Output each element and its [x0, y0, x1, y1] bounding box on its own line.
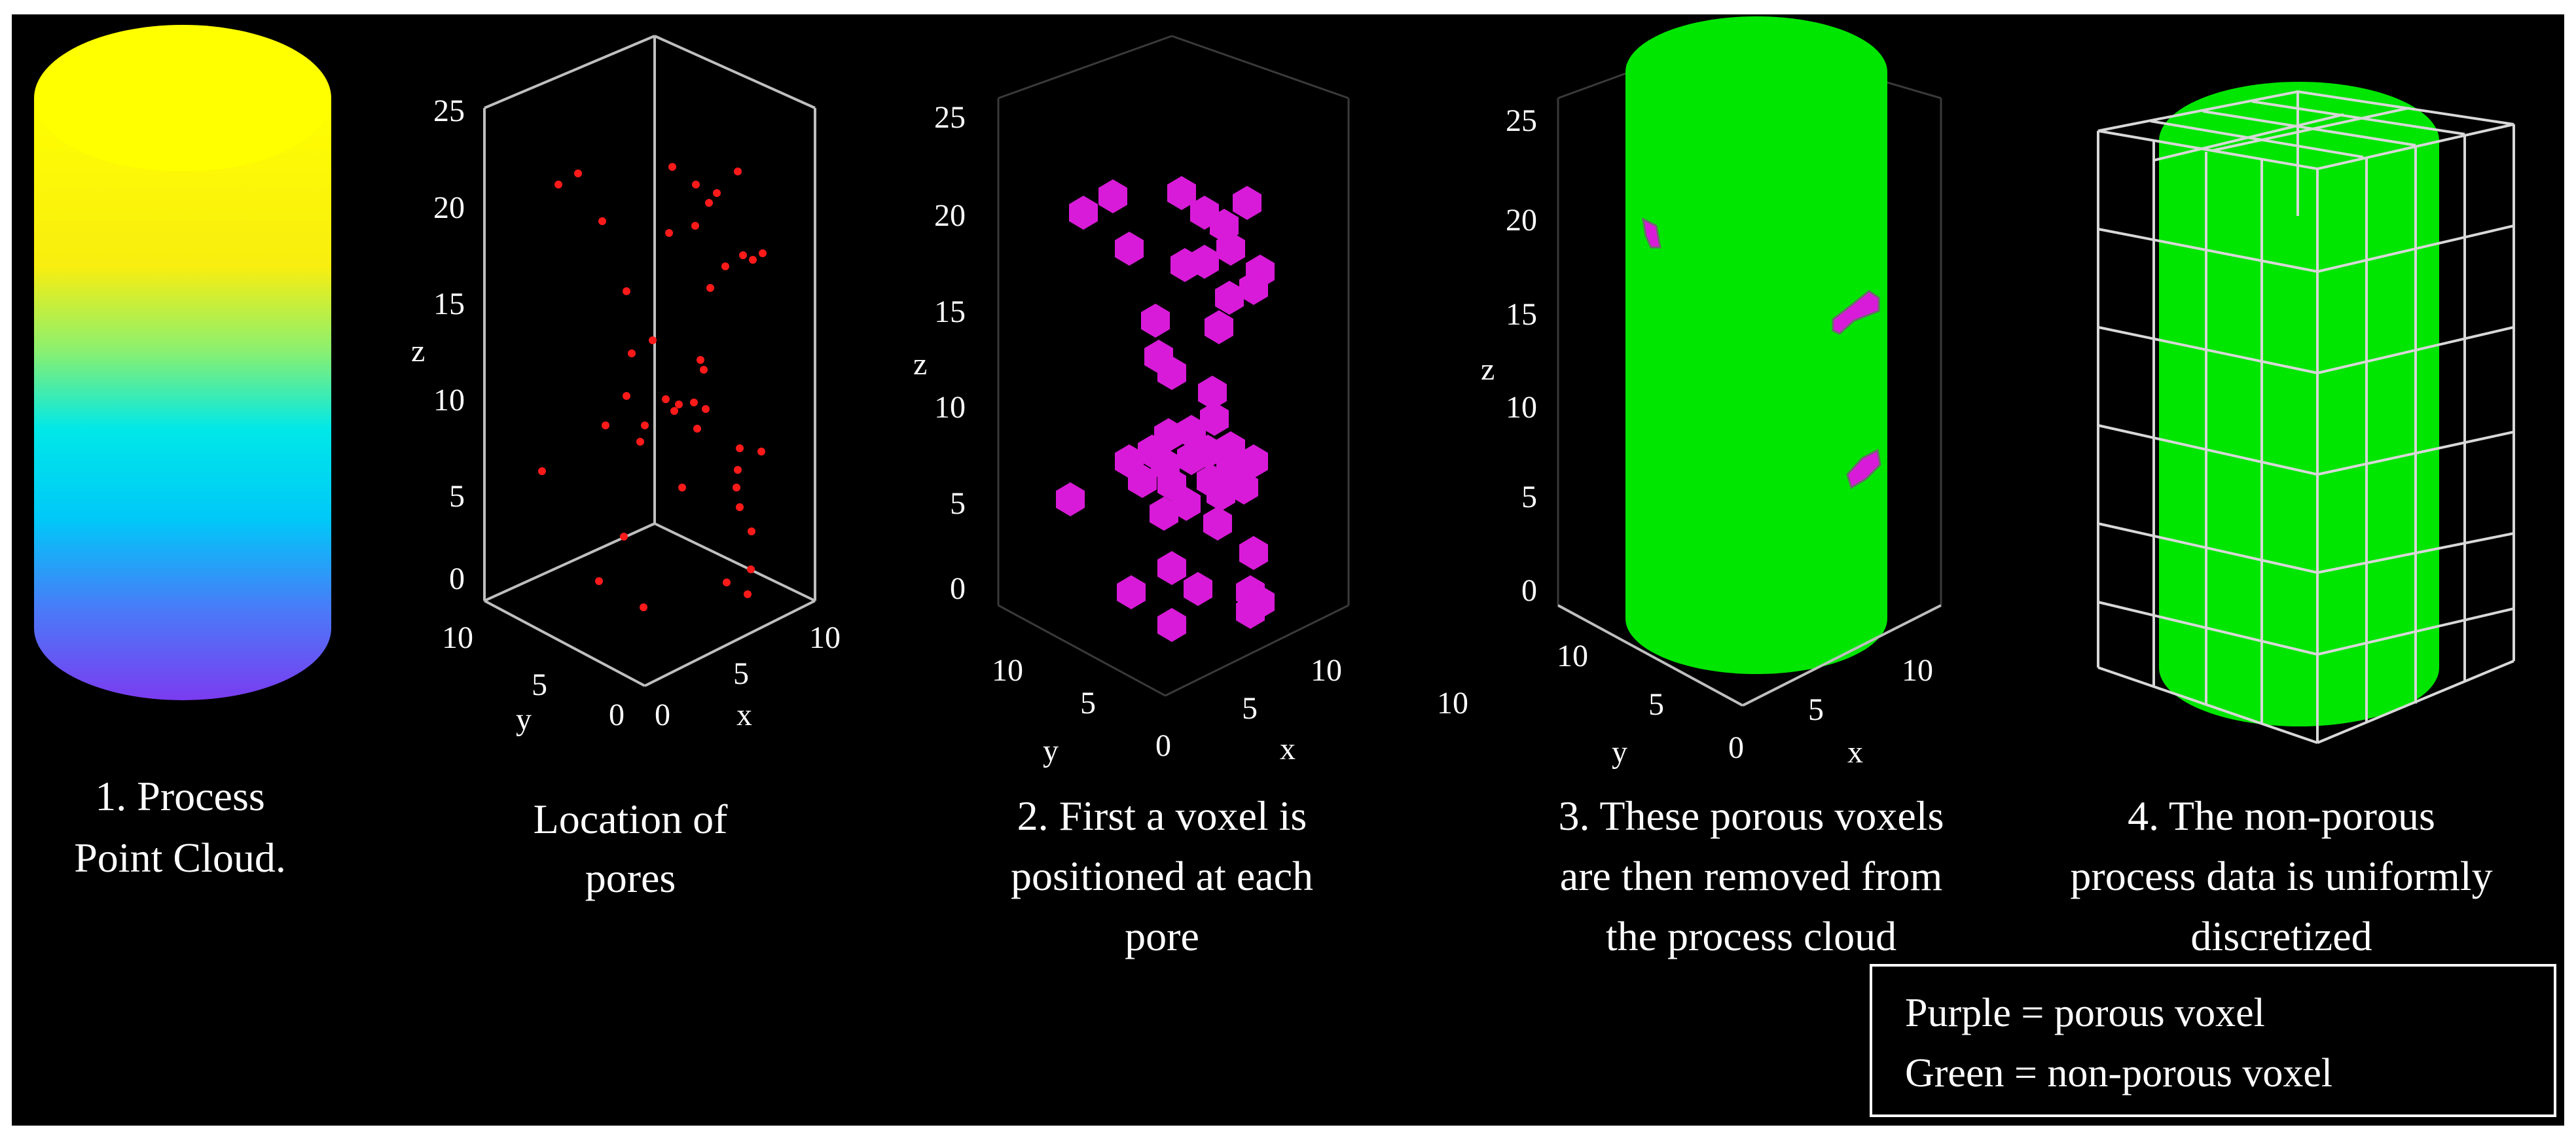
- caption-4-line2: are then removed from: [1560, 853, 1943, 899]
- caption-4-line3: the process cloud: [1606, 913, 1896, 959]
- discretization-grid: [2097, 90, 2515, 744]
- x-tick-label: 5: [1242, 691, 1258, 726]
- removed-axes-front: [1557, 604, 1942, 707]
- z-tick-label: 20: [1506, 203, 1537, 238]
- y-tick-label: 5: [1648, 687, 1664, 722]
- caption-1-line1: 1. Process: [95, 773, 265, 819]
- z-tick-label: 10: [433, 383, 465, 418]
- voxel-axes-box: [997, 35, 1350, 697]
- caption-5-line2: process data is uniformly: [2070, 853, 2492, 899]
- z-tick-label: 10: [1506, 390, 1537, 425]
- extra-tick-label: 10: [1437, 686, 1468, 721]
- z-tick-label: 15: [934, 294, 966, 329]
- z-tick-label: 5: [449, 479, 465, 514]
- legend-porous: Purple = porous voxel: [1905, 991, 2265, 1035]
- z-tick-label: 20: [433, 190, 465, 225]
- pores-x-label: x: [736, 698, 752, 732]
- y-tick-label: 0: [1155, 728, 1171, 763]
- voxel-y-label: y: [1043, 734, 1059, 768]
- y-tick-label: 0: [609, 698, 625, 732]
- z-tick-label: 25: [934, 100, 966, 135]
- y-tick-label: 10: [1557, 639, 1588, 673]
- y-tick-label: 10: [442, 620, 473, 655]
- point-cloud-cylinder: [34, 25, 331, 700]
- z-tick-label: 20: [934, 198, 966, 233]
- z-tick-label: 0: [950, 571, 966, 606]
- z-tick-label: 0: [1521, 573, 1537, 608]
- removed-y-label: y: [1612, 735, 1627, 770]
- figure-background: [12, 14, 2564, 1126]
- z-tick-label: 15: [1506, 297, 1537, 332]
- caption-2-line1: Location of: [534, 796, 728, 842]
- y-tick-label: 10: [992, 653, 1023, 688]
- voxel-x-label: x: [1280, 732, 1296, 766]
- porous-voxels: [1056, 176, 1275, 642]
- removed-z-label: z: [1481, 352, 1495, 387]
- y-tick-label: 5: [532, 668, 547, 702]
- legend-non-porous: Green = non-porous voxel: [1905, 1051, 2332, 1095]
- x-tick-label: 0: [655, 698, 670, 732]
- caption-5-line3: discretized: [2190, 913, 2372, 959]
- z-tick-label: 10: [934, 390, 966, 425]
- z-tick-label: 15: [433, 287, 465, 321]
- x-tick-label: 5: [733, 656, 749, 691]
- y-tick-label: 5: [1080, 686, 1096, 721]
- x-tick-label: 10: [1902, 653, 1933, 688]
- legend: Purple = porous voxel Green = non-porous…: [1870, 964, 2556, 1117]
- porous-voxel-patches: [1642, 217, 1881, 490]
- z-tick-label: 25: [433, 94, 465, 128]
- caption-4-line1: 3. These porous voxels: [1559, 793, 1944, 839]
- caption-1-line2: Point Cloud.: [74, 834, 286, 881]
- x-tick-label: 5: [1808, 692, 1824, 727]
- pore-points: [538, 163, 767, 611]
- pores-y-label: y: [516, 702, 532, 737]
- removed-x-label: x: [1847, 735, 1863, 770]
- non-porous-cylinder: [1625, 16, 1887, 674]
- z-tick-label: 0: [449, 561, 465, 596]
- y-tick-label: 0: [1728, 730, 1744, 765]
- caption-5-line1: 4. The non-porous: [2128, 793, 2435, 839]
- pores-z-label: z: [411, 334, 425, 368]
- caption-3-line2: positioned at each: [1011, 853, 1313, 899]
- z-tick-label: 5: [1521, 480, 1537, 514]
- x-tick-label: 10: [809, 620, 841, 655]
- pores-axes-box: [483, 35, 816, 687]
- caption-3-line3: pore: [1125, 913, 1199, 959]
- z-tick-label: 25: [1506, 103, 1537, 138]
- caption-3-line1: 2. First a voxel is: [1017, 793, 1307, 839]
- x-tick-label: 10: [1311, 653, 1342, 688]
- voxel-z-ticks: 25 20 15 10 5 0: [934, 100, 966, 606]
- removed-z-ticks: 25 20 15 10 5 0: [1506, 103, 1537, 608]
- caption-2-line2: pores: [585, 855, 676, 901]
- pores-z-ticks: 25 20 15 10 5 0: [433, 94, 465, 596]
- z-tick-label: 5: [950, 486, 966, 521]
- voxel-z-label: z: [913, 347, 927, 382]
